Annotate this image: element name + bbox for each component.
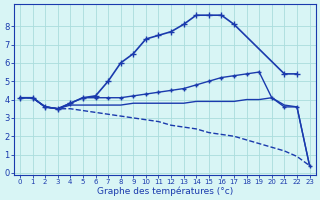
- X-axis label: Graphe des températures (°c): Graphe des températures (°c): [97, 186, 233, 196]
